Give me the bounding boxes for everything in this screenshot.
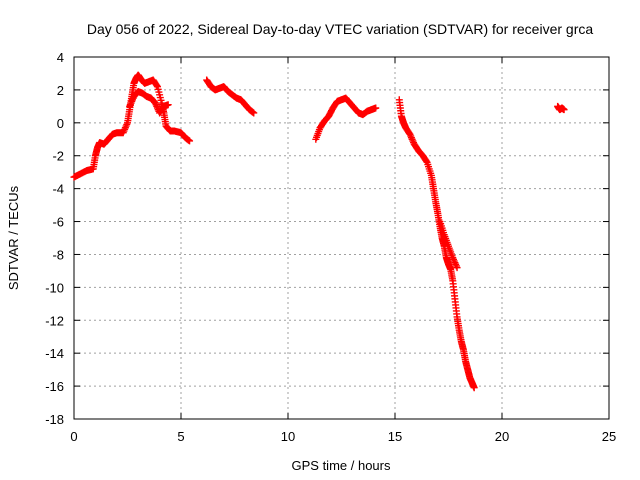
data-point xyxy=(372,104,380,112)
data-points xyxy=(70,71,568,392)
data-point xyxy=(164,101,172,109)
x-tick-label: 20 xyxy=(495,429,509,444)
data-point xyxy=(560,106,568,114)
x-tick-label: 15 xyxy=(388,429,402,444)
y-tick-label: 2 xyxy=(57,83,64,98)
series xyxy=(203,76,258,117)
y-tick-label: -12 xyxy=(45,313,64,328)
y-tick-label: -2 xyxy=(52,149,64,164)
series xyxy=(395,96,478,392)
series xyxy=(312,94,380,143)
plot-frame xyxy=(73,56,610,420)
grid xyxy=(74,57,609,419)
series xyxy=(554,102,568,114)
data-point xyxy=(186,137,194,145)
chart-title: Day 056 of 2022, Sidereal Day-to-day VTE… xyxy=(87,21,593,37)
y-tick-label: 0 xyxy=(57,116,64,131)
data-point xyxy=(470,384,478,392)
data-point xyxy=(453,264,461,272)
y-tick-label: -14 xyxy=(45,346,64,361)
y-tick-label: 4 xyxy=(57,50,64,65)
series xyxy=(70,71,194,181)
y-axis-label: SDTVAR / TECUs xyxy=(6,185,21,290)
series xyxy=(436,218,461,272)
x-tick-label: 5 xyxy=(177,429,184,444)
data-point xyxy=(153,82,161,90)
y-tick-label: -4 xyxy=(52,182,64,197)
x-axis-label: GPS time / hours xyxy=(292,458,391,473)
x-tick-label: 25 xyxy=(602,429,616,444)
y-tick-label: -10 xyxy=(45,280,64,295)
y-tick-label: -16 xyxy=(45,379,64,394)
y-tick-label: -18 xyxy=(45,412,64,427)
data-point xyxy=(250,109,258,117)
data-point xyxy=(422,157,430,165)
y-tick-label: -8 xyxy=(52,247,64,262)
x-tick-label: 0 xyxy=(70,429,77,444)
x-tick-label: 10 xyxy=(281,429,295,444)
y-tick-label: -6 xyxy=(52,215,64,230)
series xyxy=(126,88,172,117)
